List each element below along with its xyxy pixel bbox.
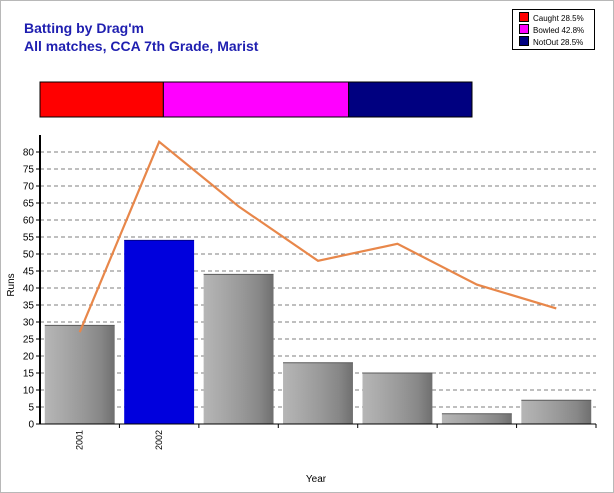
legend-item-notout: NotOut 28.5% (519, 36, 583, 48)
bar (203, 274, 274, 424)
chart-subtitle: All matches, CCA 7th Grade, Marist (24, 38, 259, 54)
legend-label-notout: NotOut 28.5% (533, 38, 584, 47)
legend-swatch-caught (519, 12, 529, 22)
y-tick-label: 70 (23, 182, 35, 193)
x-axis-title: Year (306, 474, 327, 485)
legend-label-bowled: Bowled 42.8% (533, 26, 585, 35)
y-tick-label: 75 (23, 165, 35, 176)
bar (44, 325, 115, 424)
y-tick-label: 65 (23, 199, 35, 210)
y-tick-label: 0 (28, 420, 34, 431)
y-tick-label: 30 (23, 318, 35, 329)
legend-label-caught: Caught 28.5% (533, 14, 584, 23)
y-tick-label: 5 (28, 403, 34, 414)
y-axis-title: Runs (6, 273, 17, 296)
y-tick-label: 60 (23, 216, 35, 227)
y-tick-label: 20 (23, 352, 35, 363)
y-tick-label: 15 (23, 369, 35, 380)
y-tick-label: 10 (23, 386, 35, 397)
y-tick-label: 25 (23, 335, 35, 346)
dismissal-segment-bowled (162, 81, 350, 118)
x-tick-label: 2002 (154, 430, 164, 450)
dismissal-segment-caught (39, 81, 164, 118)
y-tick-label: 80 (23, 148, 35, 159)
y-tick-label: 35 (23, 301, 35, 312)
y-tick-label: 55 (23, 233, 35, 244)
chart-title: Batting by Drag'm (24, 20, 145, 36)
bar (362, 373, 433, 424)
x-tick-label: 2001 (75, 430, 85, 450)
legend: Caught 28.5% Bowled 42.8% NotOut 28.5% (512, 9, 595, 50)
legend-item-caught: Caught 28.5% (519, 12, 584, 24)
legend-swatch-bowled (519, 24, 529, 34)
y-tick-label: 50 (23, 250, 35, 261)
y-tick-label: 45 (23, 267, 35, 278)
legend-swatch-notout (519, 36, 529, 46)
bar (441, 413, 512, 424)
legend-item-bowled: Bowled 42.8% (519, 24, 584, 36)
y-tick-label: 40 (23, 284, 35, 295)
dismissal-segment-notout (348, 81, 473, 118)
series-line (78, 140, 557, 333)
bar (283, 362, 353, 424)
bar (521, 400, 592, 424)
bar (124, 240, 195, 424)
